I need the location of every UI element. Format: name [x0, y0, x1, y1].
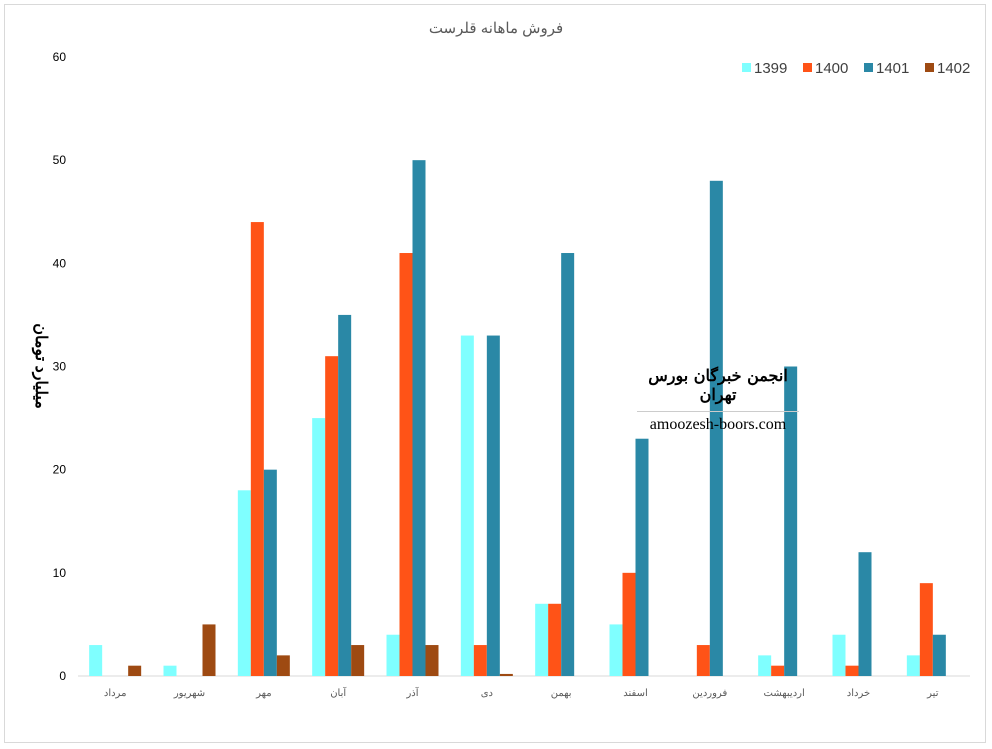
bar-1401 [338, 314, 352, 676]
x-tick-label: آذر [405, 686, 419, 699]
bar-1399 [460, 335, 474, 676]
y-tick-label: 10 [53, 566, 67, 580]
bar-1402 [425, 645, 439, 676]
bar-1401 [932, 634, 946, 676]
bar-1400 [919, 583, 933, 676]
y-tick-label: 20 [53, 463, 67, 477]
bar-1401 [412, 160, 426, 676]
y-tick-label: 0 [59, 669, 66, 683]
bar-1399 [535, 603, 549, 676]
legend-swatch [803, 63, 812, 72]
bar-1401 [709, 180, 723, 677]
x-tick-label: شهریور [173, 688, 205, 699]
bar-1402 [499, 673, 513, 676]
x-tick-label: اردیبهشت [764, 688, 805, 699]
y-axis-label: میلیارد تومان [31, 323, 49, 409]
bar-1399 [237, 490, 251, 676]
bar-1401 [263, 469, 277, 676]
legend-label: 1400 [815, 60, 848, 77]
bar-1399 [832, 634, 846, 676]
bar-1400 [399, 253, 413, 676]
x-tick-label: مرداد [104, 688, 127, 699]
bar-1400 [696, 645, 710, 676]
bar-1402 [351, 645, 365, 676]
x-tick-label: بهمن [551, 688, 572, 699]
bar-1401 [858, 552, 872, 676]
x-tick-label: آبان [330, 686, 347, 699]
bar-1399 [163, 665, 177, 676]
bar-1399 [906, 655, 920, 676]
y-tick-label: 40 [53, 256, 67, 270]
chart-title: فروش ماهانه قلرست [429, 20, 563, 37]
bar-1401 [784, 366, 798, 676]
bar-1399 [609, 624, 623, 676]
x-tick-label: دی [481, 688, 493, 699]
bar-1400 [250, 222, 264, 677]
bar-1400 [845, 665, 859, 676]
bar-1400 [622, 572, 636, 676]
bar-1402 [128, 665, 142, 676]
bar-1401 [486, 335, 500, 676]
bar-1399 [386, 634, 400, 676]
bar-1400 [771, 665, 785, 676]
bar-1401 [561, 253, 575, 676]
bar-1399 [758, 655, 772, 676]
x-tick-label: مهر [255, 688, 271, 699]
legend-label: 1401 [876, 60, 909, 77]
x-tick-label: تیر [926, 688, 939, 699]
y-tick-label: 60 [53, 50, 67, 64]
x-tick-label: فروردین [692, 688, 727, 699]
legend-label: 1402 [937, 60, 970, 77]
x-tick-label: اسفند [623, 688, 647, 699]
chart-frame [4, 4, 986, 743]
watermark-title: انجمن خبرگان بورس تهران [648, 366, 788, 404]
watermark-url: amoozesh-boors.com [649, 416, 787, 433]
watermark: انجمن خبرگان بورس تهران amoozesh-boors.c… [637, 366, 799, 434]
bar-1401 [635, 438, 649, 676]
bar-1400 [473, 645, 487, 676]
legend-swatch [925, 63, 934, 72]
watermark-divider [637, 411, 799, 412]
legend-swatch [864, 63, 873, 72]
bar-1399 [89, 645, 103, 676]
x-tick-label: خرداد [847, 688, 870, 699]
legend-label: 1399 [754, 60, 787, 77]
bar-1399 [312, 418, 326, 676]
bar-1400 [548, 603, 562, 676]
bar-1400 [325, 356, 339, 676]
y-tick-label: 30 [53, 360, 67, 374]
bar-1402 [276, 655, 290, 676]
legend-swatch [742, 63, 751, 72]
bar-1402 [202, 624, 216, 676]
y-tick-label: 50 [53, 153, 67, 167]
